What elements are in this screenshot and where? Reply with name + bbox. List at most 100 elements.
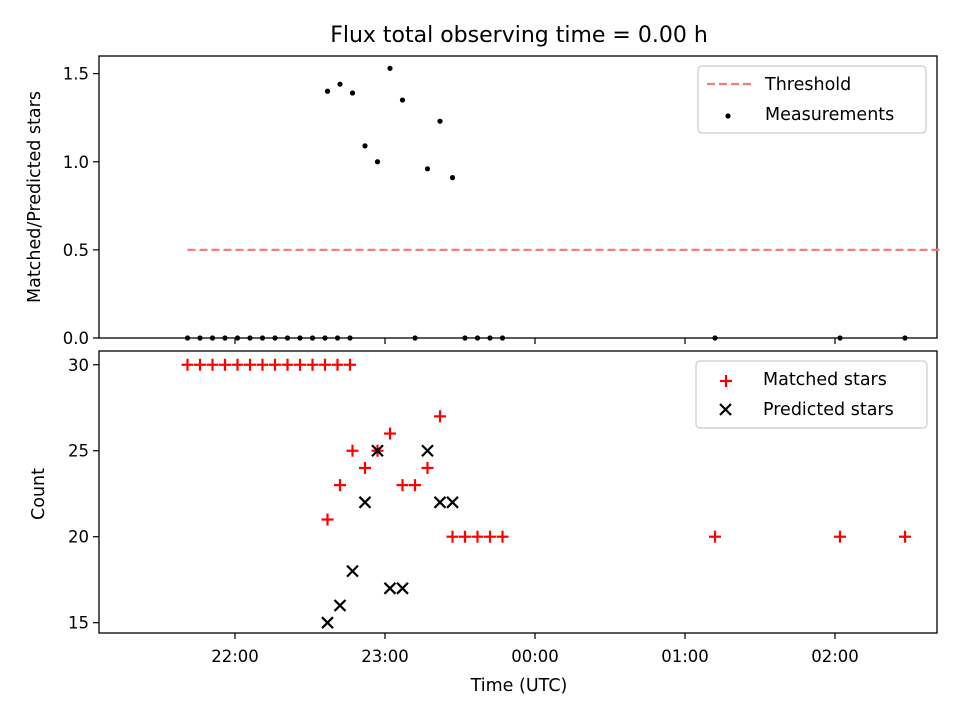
matched-star-point xyxy=(434,410,446,423)
predicted-star-point xyxy=(321,616,334,629)
bottom-y-axis: 15 20 25 30 xyxy=(68,356,99,633)
measurement-point xyxy=(234,335,241,341)
matched-star-point xyxy=(446,530,459,543)
matched-star-point xyxy=(256,358,269,371)
measurement-point xyxy=(334,335,341,341)
measurement-point xyxy=(474,335,481,341)
measurement-point xyxy=(184,335,191,341)
predicted-star-point xyxy=(433,496,447,509)
measurement-point xyxy=(259,335,266,341)
legend-measurements-label: Measurements xyxy=(765,105,894,125)
measurement-point xyxy=(399,97,406,103)
measurement-point xyxy=(309,335,316,341)
measurement-point xyxy=(284,335,291,341)
matched-star-point xyxy=(384,427,396,440)
matched-star-point xyxy=(181,358,194,371)
measurement-point xyxy=(349,90,356,96)
top-plot-area xyxy=(184,65,943,341)
top-legend: Threshold Measurements xyxy=(697,65,927,134)
matched-star-point xyxy=(281,358,294,371)
measurement-point xyxy=(412,335,418,341)
matched-star-point xyxy=(244,358,256,371)
legend-predicted-swatch xyxy=(719,403,732,416)
measurement-point xyxy=(247,335,253,341)
top-chart-title: Flux total observing time = 0.00 h xyxy=(330,23,708,48)
matched-star-point xyxy=(306,358,319,371)
measurement-point xyxy=(337,81,343,87)
bottom-panel: 15 20 25 30 22:00 23:00 00:00 01:00 02:00 Count… xyxy=(29,350,938,696)
matched-star-point xyxy=(194,358,206,371)
top-plot-frame xyxy=(98,55,938,339)
bottom-plot-area xyxy=(181,358,911,629)
x-tick-label: 22:00 xyxy=(211,647,259,666)
x-tick-label: 23:00 xyxy=(361,647,409,666)
top-legend-box xyxy=(697,65,927,134)
matched-star-point xyxy=(331,358,344,371)
legend-measurements-swatch xyxy=(725,113,731,119)
x-tick-label: 00:00 xyxy=(511,647,559,666)
predicted-star-point xyxy=(383,582,397,595)
bottom-y-tick-label: 25 xyxy=(68,442,89,461)
bottom-y-tick-label: 15 xyxy=(68,614,89,633)
measurement-point xyxy=(837,335,843,341)
bottom-y-tick-label: 20 xyxy=(68,528,89,547)
top-panel: 0.0 0.5 1.0 1.5 Matched/Predicted stars Thr… xyxy=(25,55,943,348)
matched-star-point xyxy=(334,479,346,492)
x-axis-label: Time (UTC) xyxy=(470,676,568,696)
measurement-point xyxy=(197,335,203,341)
top-y-axis-label: Matched/Predicted stars xyxy=(25,91,45,303)
matched-star-point xyxy=(219,358,231,371)
measurement-point xyxy=(362,143,368,149)
x-tick-label: 01:00 xyxy=(661,647,709,666)
measurement-point xyxy=(222,335,228,341)
measurement-point xyxy=(297,335,303,341)
matched-star-point xyxy=(409,479,421,492)
matched-star-point xyxy=(459,530,471,543)
legend-matched-swatch xyxy=(720,375,732,387)
matched-star-point xyxy=(344,358,356,371)
matched-star-point xyxy=(321,513,334,526)
measurement-point xyxy=(424,166,431,172)
measurement-point xyxy=(374,159,381,165)
legend-threshold-label: Threshold xyxy=(764,75,851,95)
measurement-point xyxy=(902,335,908,341)
legend-predicted-label: Predicted stars xyxy=(763,400,894,420)
measurement-point xyxy=(347,335,353,341)
matched-star-point xyxy=(346,444,359,457)
matched-star-point xyxy=(496,530,509,543)
matched-star-point xyxy=(709,530,721,543)
predicted-star-point xyxy=(333,599,347,612)
measurement-point xyxy=(387,65,393,71)
bottom-y-tick-label: 30 xyxy=(68,356,89,375)
measurement-point xyxy=(322,335,328,341)
matched-star-point xyxy=(231,358,244,371)
bottom-legend: Matched stars Predicted stars xyxy=(695,360,928,429)
matched-star-point xyxy=(834,530,846,543)
top-x-axis xyxy=(234,338,836,344)
matched-star-point xyxy=(396,479,409,492)
predicted-star-point xyxy=(358,496,372,509)
bottom-x-axis: 22:00 23:00 00:00 01:00 02:00 xyxy=(211,633,859,666)
bottom-y-axis-label: Count xyxy=(29,468,49,520)
matched-star-point xyxy=(899,530,911,543)
bottom-legend-box xyxy=(695,360,928,429)
measurement-point xyxy=(487,335,493,341)
top-y-axis: 0.0 0.5 1.0 1.5 xyxy=(63,65,99,348)
measurement-point xyxy=(324,88,331,94)
matched-star-point xyxy=(484,530,496,543)
matched-star-point xyxy=(269,358,281,371)
predicted-star-point xyxy=(446,496,459,509)
predicted-star-point xyxy=(371,444,384,458)
matched-star-point xyxy=(319,358,331,371)
measurement-point xyxy=(499,335,506,341)
predicted-star-point xyxy=(346,564,359,578)
measurement-point xyxy=(209,335,216,341)
bottom-plot-frame xyxy=(98,350,938,634)
measurement-point xyxy=(449,175,456,181)
top-y-tick-label: 1.5 xyxy=(63,65,89,84)
measurement-point xyxy=(272,335,278,341)
matched-star-point xyxy=(294,358,306,371)
measurement-point xyxy=(462,335,468,341)
measurement-point xyxy=(437,118,443,124)
